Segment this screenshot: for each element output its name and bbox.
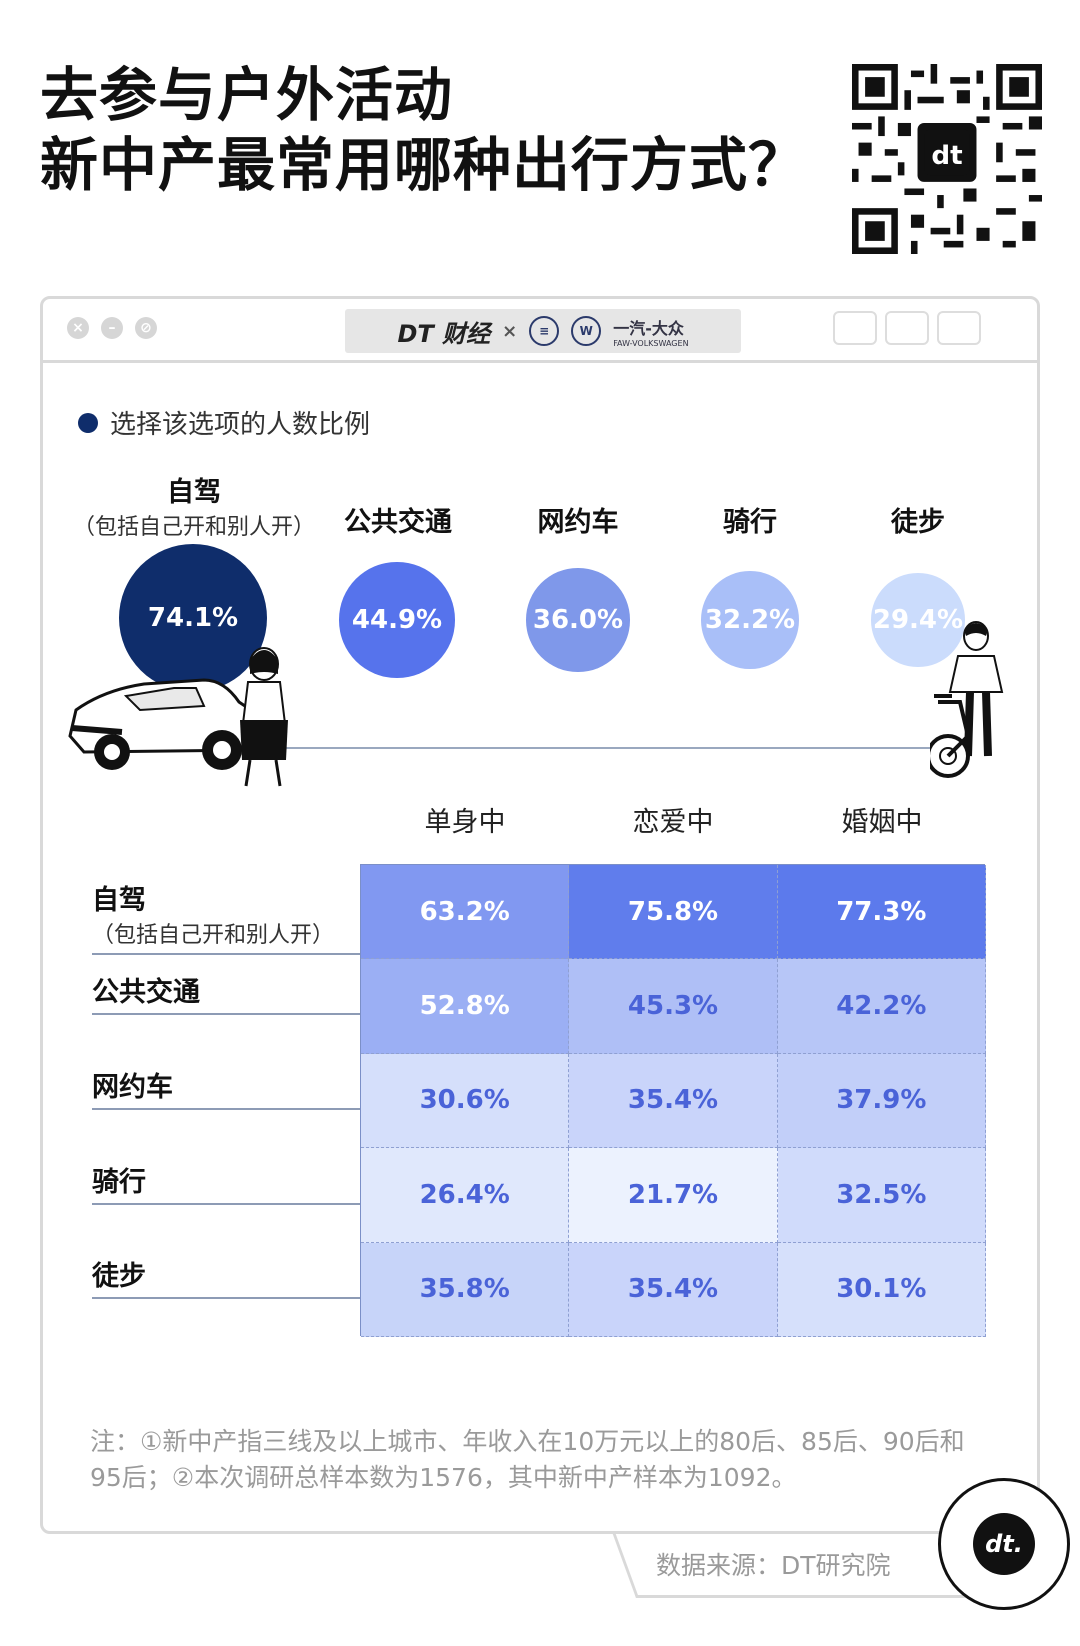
- row-label-cycling: 骑行: [92, 1160, 360, 1205]
- row-label-text: 徒步: [92, 1261, 146, 1292]
- qr-code-icon: dt: [852, 64, 1042, 254]
- faw-logo-icon: ≡: [529, 316, 560, 346]
- bubble-value: 29.4%: [872, 604, 964, 635]
- heatmap-cell: 75.8%: [569, 865, 778, 960]
- heatmap-cell: 45.3%: [569, 959, 778, 1054]
- svg-text:dt: dt: [931, 141, 962, 171]
- man-with-motorbike-illustration: [930, 621, 1004, 778]
- bubble-label-note: （包括自己开和别人开）: [72, 515, 315, 540]
- heatmap-cell: 35.8%: [361, 1242, 570, 1337]
- bubble-label-hiking: 徒步: [891, 507, 945, 538]
- bubble-value: 44.9%: [351, 604, 443, 635]
- maximize-icon[interactable]: ⊘: [135, 317, 157, 339]
- car-with-woman-illustration: [68, 647, 288, 787]
- brand-separator: ×: [502, 320, 518, 342]
- column-header-married: 婚姻中: [841, 807, 923, 838]
- copy-icon[interactable]: [937, 311, 981, 345]
- close-icon[interactable]: ×: [67, 317, 89, 339]
- brand-bar: DT 财经 × ≡ W 一汽-大众 FAW-VOLKSWAGEN: [345, 309, 741, 353]
- legend-swatch: [78, 412, 98, 433]
- bubble-public-transit: 44.9%: [339, 562, 455, 678]
- bubble-value: 32.2%: [704, 604, 796, 635]
- faw-vw-logo: 一汽-大众 FAW-VOLKSWAGEN: [613, 315, 688, 348]
- title-line-2: 新中产最常用哪种出行方式？: [40, 131, 808, 199]
- heatmap-cell: 35.4%: [569, 1053, 778, 1149]
- bubble-label-text: 自驾: [167, 477, 221, 508]
- footnote: 注：①新中产指三线及以上城市、年收入在10万元以上的80后、85后、90后和95…: [90, 1427, 965, 1492]
- bubble-label-self-drive: 自驾 （包括自己开和别人开）: [64, 470, 324, 541]
- row-label-hiking: 徒步: [92, 1254, 360, 1299]
- column-header-dating: 恋爱中: [632, 807, 714, 838]
- bubble-value: 74.1%: [147, 603, 239, 633]
- chart-legend: 选择该选项的人数比例: [78, 404, 370, 441]
- heatmap-cell: 32.5%: [777, 1148, 986, 1243]
- row-label-text: 骑行: [92, 1167, 146, 1198]
- bubble-value: 36.0%: [532, 604, 624, 635]
- window-title-bar: × – ⊘ DT 财经 × ≡ W 一汽-大众 FAW-VOLKSWAGEN: [43, 299, 1037, 363]
- bubble-hiking: 29.4%: [871, 573, 965, 667]
- faw-vw-name: 一汽-大众: [613, 318, 684, 338]
- dt-logo: DT 财经: [397, 319, 491, 348]
- heatmap-cell: 37.9%: [777, 1053, 986, 1149]
- row-label-text: 公共交通: [92, 977, 200, 1008]
- row-label-note: （包括自己开和别人开）: [92, 923, 335, 948]
- row-label-self-drive: 自驾 （包括自己开和别人开）: [92, 878, 360, 955]
- heatmap-grid: 63.2% 75.8% 77.3% 52.8% 45.3% 42.2% 30.6% 35.4%…: [360, 864, 986, 1337]
- heatmap-cell: 30.6%: [361, 1053, 570, 1149]
- row-label-text: 自驾: [92, 885, 146, 916]
- bubble-label-public-transit: 公共交通: [344, 507, 452, 538]
- heatmap-cell: 30.1%: [777, 1242, 986, 1337]
- heatmap-cell: 35.4%: [569, 1242, 778, 1337]
- share-icon[interactable]: [885, 311, 929, 345]
- heatmap-cell: 21.7%: [569, 1148, 778, 1243]
- record-icon[interactable]: [833, 311, 877, 345]
- heatmap-cell: 77.3%: [777, 865, 986, 960]
- data-source: 数据来源：DT研究院: [656, 1551, 891, 1580]
- heatmap-cell: 52.8%: [361, 959, 570, 1054]
- faw-vw-name-en: FAW-VOLKSWAGEN: [613, 338, 689, 348]
- row-label-ride-hailing: 网约车: [92, 1065, 360, 1110]
- ground-line: [250, 747, 950, 749]
- row-label-public-transit: 公共交通: [92, 970, 360, 1015]
- heatmap-cell: 26.4%: [361, 1148, 570, 1243]
- bubble-cycling: 32.2%: [701, 571, 799, 669]
- page-title: 去参与户外活动 新中产最常用哪种出行方式？: [40, 60, 807, 200]
- dt-badge-icon: dt.: [938, 1478, 1070, 1610]
- column-header-single: 单身中: [424, 807, 506, 838]
- bubble-self-drive: 74.1%: [119, 544, 267, 692]
- bubble-ride-hailing: 36.0%: [526, 568, 630, 672]
- minimize-icon[interactable]: –: [101, 317, 123, 339]
- heatmap-cell: 63.2%: [361, 865, 570, 960]
- bubble-label-ride-hailing: 网约车: [537, 507, 619, 538]
- title-line-1: 去参与户外活动: [40, 61, 454, 129]
- row-label-text: 网约车: [92, 1072, 173, 1103]
- dt-badge-mark: dt.: [973, 1513, 1035, 1575]
- legend-label: 选择该选项的人数比例: [110, 410, 371, 440]
- heatmap-cell: 42.2%: [777, 959, 986, 1054]
- bubble-label-cycling: 骑行: [723, 507, 777, 538]
- vw-logo-icon: W: [571, 316, 602, 346]
